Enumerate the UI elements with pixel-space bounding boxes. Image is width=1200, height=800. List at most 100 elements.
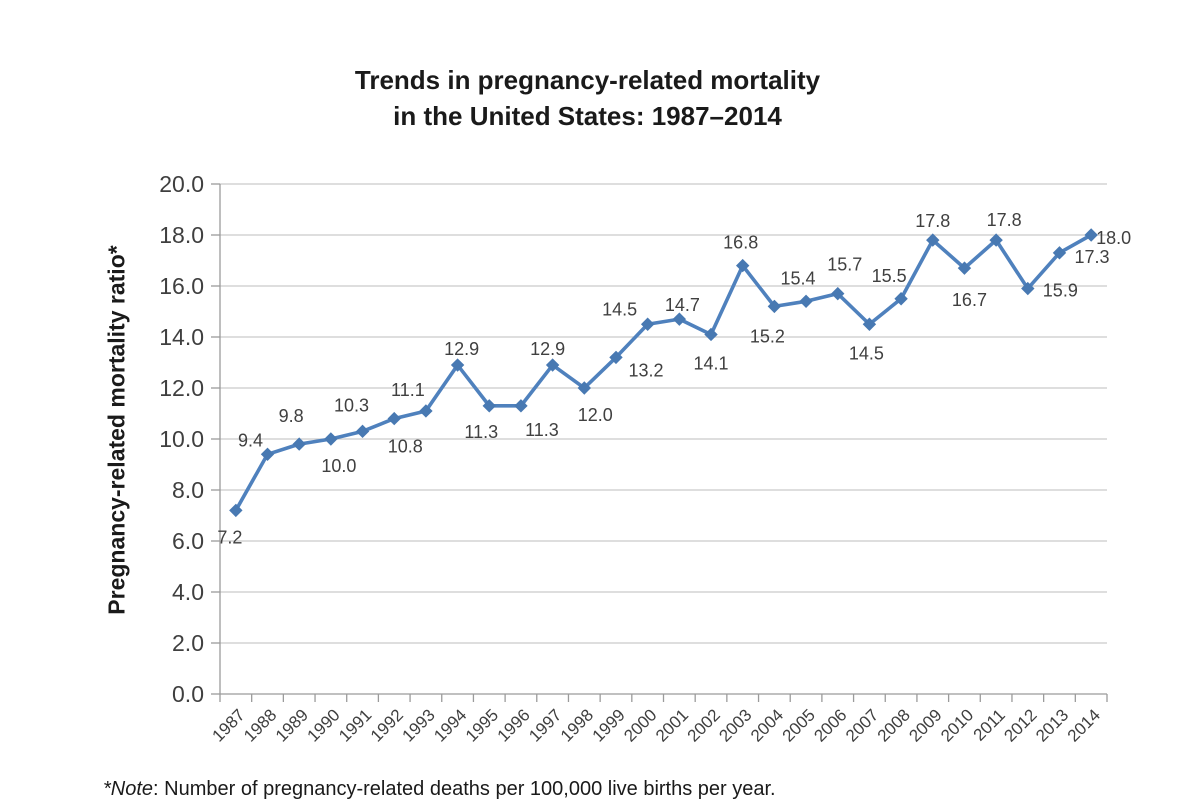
data-point-marker bbox=[609, 350, 623, 365]
data-point-marker bbox=[672, 312, 687, 326]
footnote-label: *Note bbox=[103, 778, 154, 800]
data-point-label: 18.0 bbox=[1096, 228, 1131, 248]
y-tick-label: 8.0 bbox=[172, 477, 204, 503]
data-point-label: 13.2 bbox=[628, 360, 663, 380]
data-point-marker bbox=[229, 503, 243, 518]
data-point-label: 10.0 bbox=[321, 456, 356, 476]
data-point-marker bbox=[482, 399, 496, 413]
x-tick-label: 2003 bbox=[715, 705, 755, 745]
data-point-label: 12.9 bbox=[530, 339, 565, 359]
y-tick-label: 18.0 bbox=[159, 222, 204, 248]
data-point-marker bbox=[577, 381, 592, 395]
data-point-marker bbox=[545, 358, 560, 372]
data-point-marker bbox=[767, 299, 782, 314]
x-tick-label: 2002 bbox=[684, 705, 724, 745]
y-tick-label: 14.0 bbox=[159, 324, 204, 350]
y-tick-label: 16.0 bbox=[159, 273, 204, 299]
data-point-marker bbox=[1052, 246, 1067, 260]
data-point-marker bbox=[419, 404, 433, 418]
x-tick-label: 1990 bbox=[304, 705, 344, 745]
x-tick-label: 1993 bbox=[399, 705, 439, 745]
x-tick-label: 2012 bbox=[1000, 705, 1040, 745]
data-point-label: 7.2 bbox=[217, 527, 242, 547]
data-point-marker bbox=[640, 317, 655, 331]
data-point-label: 17.8 bbox=[915, 211, 950, 231]
y-tick-label: 2.0 bbox=[172, 630, 204, 656]
data-point-marker bbox=[926, 233, 940, 247]
data-point-label: 15.2 bbox=[750, 326, 785, 346]
data-point-label: 16.7 bbox=[952, 290, 987, 310]
x-tick-label: 1995 bbox=[462, 705, 502, 745]
x-tick-label: 1994 bbox=[430, 705, 470, 745]
x-tick-label: 2000 bbox=[620, 705, 660, 745]
x-tick-label: 2004 bbox=[747, 705, 787, 745]
data-point-marker bbox=[989, 233, 1003, 247]
x-tick-label: 2014 bbox=[1064, 705, 1104, 745]
y-tick-label: 6.0 bbox=[172, 528, 204, 554]
data-point-marker bbox=[324, 432, 338, 446]
x-tick-label: 2001 bbox=[652, 705, 692, 745]
data-point-label: 11.3 bbox=[464, 422, 498, 442]
data-point-label: 14.5 bbox=[849, 343, 884, 363]
x-tick-label: 2007 bbox=[842, 705, 882, 745]
data-point-label: 9.4 bbox=[238, 430, 263, 450]
data-point-marker bbox=[260, 447, 275, 462]
y-tick-label: 4.0 bbox=[172, 579, 204, 605]
x-tick-label: 2010 bbox=[937, 705, 977, 745]
x-tick-label: 2006 bbox=[810, 705, 850, 745]
data-point-label: 14.5 bbox=[602, 299, 637, 319]
data-point-marker bbox=[862, 317, 877, 331]
y-tick-label: 20.0 bbox=[159, 171, 204, 197]
data-point-marker bbox=[1021, 281, 1035, 296]
x-tick-label: 1992 bbox=[367, 705, 407, 745]
data-point-label: 15.7 bbox=[827, 255, 862, 275]
y-tick-label: 12.0 bbox=[159, 375, 204, 401]
data-point-label: 14.1 bbox=[693, 353, 728, 373]
x-tick-label: 2008 bbox=[874, 705, 914, 745]
y-tick-label: 10.0 bbox=[159, 426, 204, 452]
data-point-marker bbox=[292, 437, 306, 451]
x-tick-label: 2005 bbox=[779, 705, 819, 745]
chart-title-line1: Trends in pregnancy-related mortality bbox=[354, 65, 821, 95]
x-tick-label: 1989 bbox=[272, 705, 312, 745]
data-point-label: 10.8 bbox=[388, 437, 423, 457]
data-point-label: 9.8 bbox=[279, 406, 304, 426]
footnote: *Note: Number of pregnancy-related death… bbox=[103, 776, 776, 800]
data-point-marker bbox=[799, 294, 813, 309]
data-point-label: 15.9 bbox=[1043, 281, 1078, 301]
x-tick-label: 1996 bbox=[494, 705, 534, 745]
x-tick-label: 1997 bbox=[525, 705, 565, 745]
data-point-label: 11.3 bbox=[525, 420, 559, 440]
data-point-label: 12.9 bbox=[444, 339, 479, 359]
x-tick-label: 1991 bbox=[335, 705, 375, 745]
series-line bbox=[234, 233, 1093, 512]
x-tick-label: 1987 bbox=[208, 705, 248, 745]
data-point-label: 14.7 bbox=[665, 295, 700, 315]
x-tick-label: 2009 bbox=[905, 705, 945, 745]
data-point-marker bbox=[355, 424, 370, 439]
data-point-marker bbox=[514, 399, 528, 413]
data-point-marker bbox=[1084, 228, 1098, 242]
footnote-text: : Number of pregnancy-related deaths per… bbox=[153, 778, 776, 800]
x-tick-label: 1999 bbox=[589, 705, 629, 745]
y-tick-label: 0.0 bbox=[172, 681, 204, 707]
data-point-label: 15.4 bbox=[781, 268, 816, 288]
x-tick-label: 1988 bbox=[240, 705, 280, 745]
data-point-label: 15.5 bbox=[872, 266, 907, 286]
data-point-marker bbox=[387, 411, 401, 426]
x-tick-label: 2013 bbox=[1032, 705, 1072, 745]
data-point-label: 17.3 bbox=[1074, 247, 1109, 267]
data-point-marker bbox=[831, 286, 845, 301]
data-point-marker bbox=[894, 292, 908, 306]
data-point-marker bbox=[735, 258, 750, 273]
data-point-label: 12.0 bbox=[578, 405, 613, 425]
data-point-label: 17.8 bbox=[987, 210, 1022, 230]
x-tick-label: 1998 bbox=[557, 705, 597, 745]
data-point-label: 11.1 bbox=[391, 380, 425, 400]
data-point-marker bbox=[704, 327, 718, 342]
chart-title-line2: in the United States: 1987–2014 bbox=[393, 101, 782, 131]
x-tick-label: 2011 bbox=[970, 705, 1009, 744]
chart-title: Trends in pregnancy-related mortality in… bbox=[0, 62, 1175, 134]
data-point-label: 10.3 bbox=[334, 395, 369, 415]
